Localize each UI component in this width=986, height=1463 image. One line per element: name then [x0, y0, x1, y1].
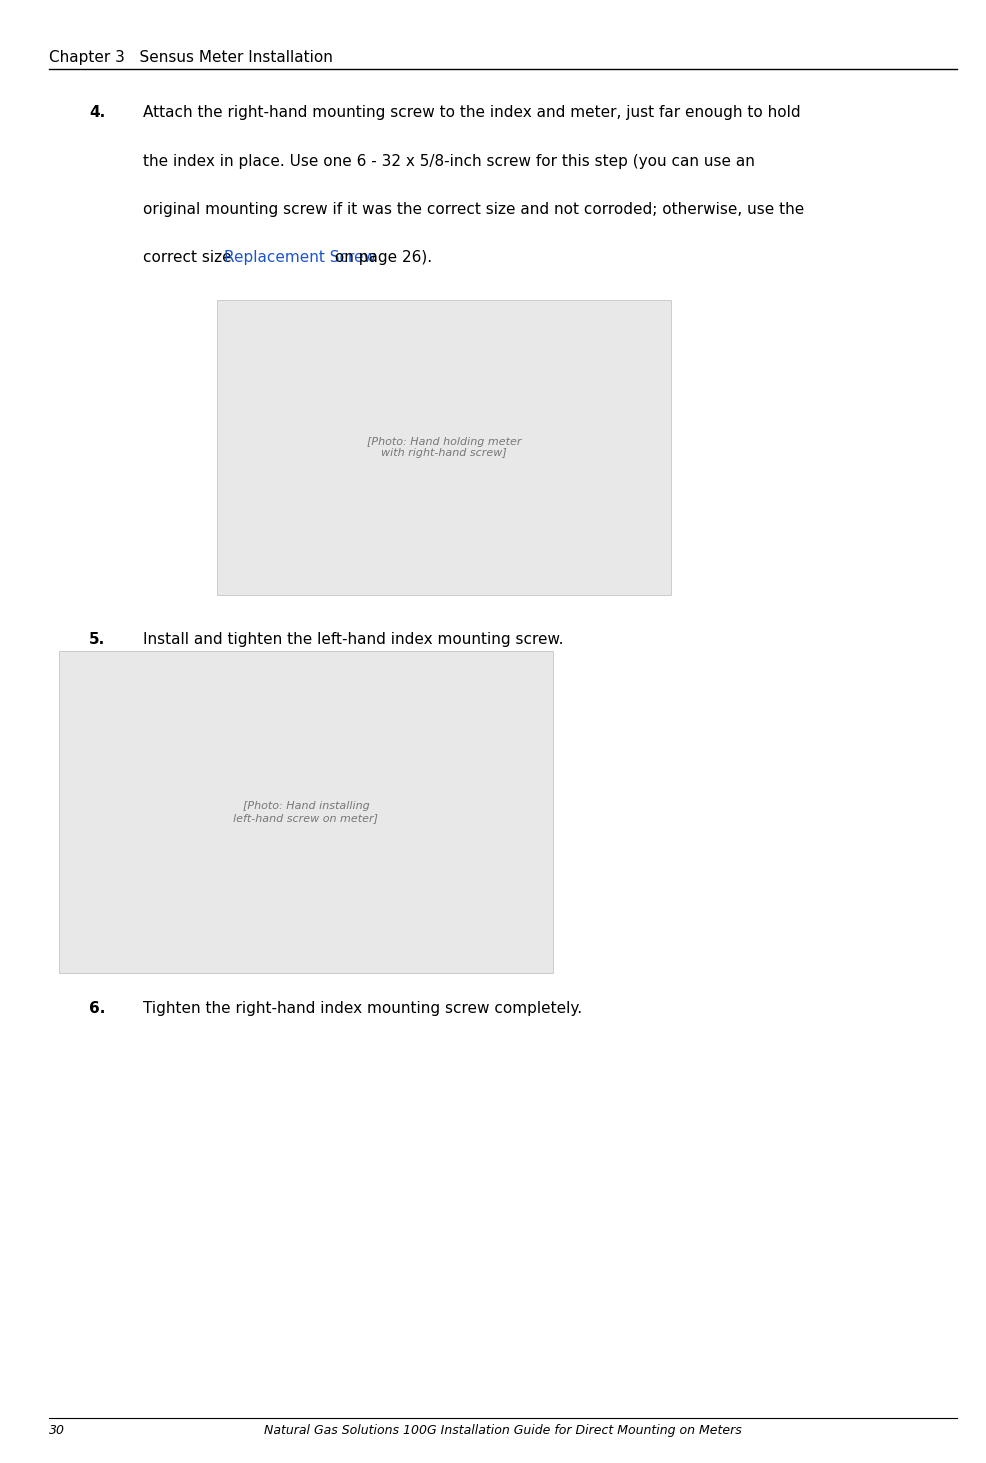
Text: 6.: 6. — [89, 1001, 106, 1015]
Text: Replacement Screw: Replacement Screw — [224, 250, 376, 265]
Text: the index in place. Use one 6 - 32 x 5/8-inch screw for this step (you can use a: the index in place. Use one 6 - 32 x 5/8… — [143, 154, 754, 168]
Text: Attach the right-hand mounting screw to the index and meter, just far enough to : Attach the right-hand mounting screw to … — [143, 105, 800, 120]
Text: Install and tighten the left-hand index mounting screw.: Install and tighten the left-hand index … — [143, 632, 563, 647]
Bar — [217, 300, 670, 595]
Text: [Photo: Hand holding meter
with right-hand screw]: [Photo: Hand holding meter with right-ha… — [367, 437, 521, 458]
Text: 4.: 4. — [89, 105, 105, 120]
Text: Tighten the right-hand index mounting screw completely.: Tighten the right-hand index mounting sc… — [143, 1001, 582, 1015]
Text: 5.: 5. — [89, 632, 105, 647]
Bar — [59, 651, 552, 973]
Text: Natural Gas Solutions 100G Installation Guide for Direct Mounting on Meters: Natural Gas Solutions 100G Installation … — [264, 1423, 741, 1437]
Text: correct size: correct size — [143, 250, 237, 265]
Text: [Photo: Hand installing
left-hand screw on meter]: [Photo: Hand installing left-hand screw … — [234, 802, 378, 822]
Text: 30: 30 — [49, 1423, 65, 1437]
Text: on page 26).: on page 26). — [329, 250, 431, 265]
Text: original mounting screw if it was the correct size and not corroded; otherwise, : original mounting screw if it was the co… — [143, 202, 804, 217]
Text: Chapter 3   Sensus Meter Installation: Chapter 3 Sensus Meter Installation — [49, 50, 333, 64]
